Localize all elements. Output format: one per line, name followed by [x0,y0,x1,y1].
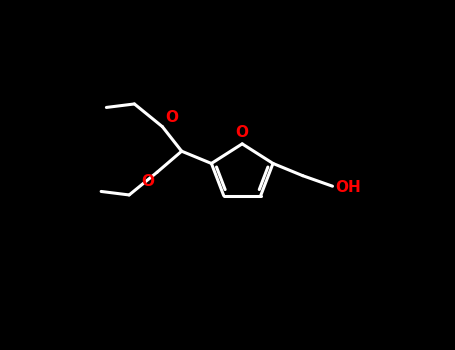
Text: O: O [236,125,249,140]
Text: OH: OH [335,181,361,195]
Text: O: O [165,110,178,125]
Text: O: O [142,174,154,189]
